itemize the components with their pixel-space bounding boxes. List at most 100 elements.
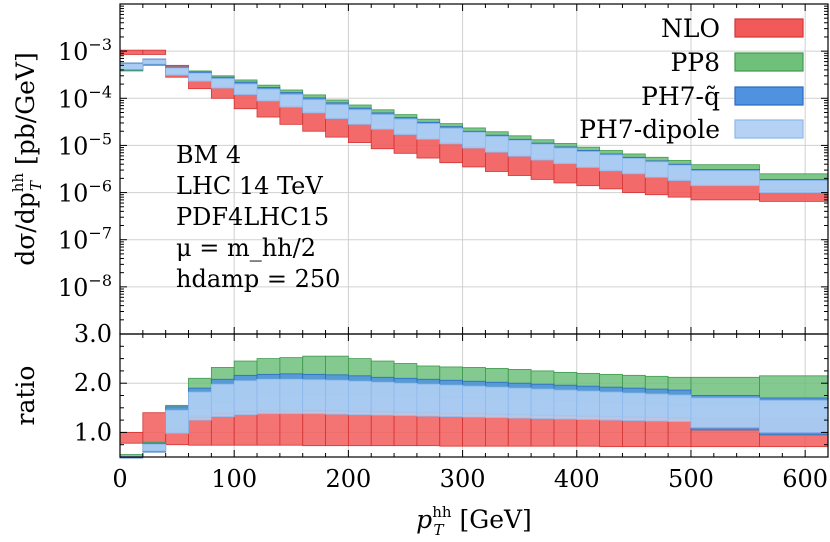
legend-swatch [734,119,804,139]
band-bin-ph7-dipole [507,139,532,157]
ratio-bin-nlo [530,414,555,447]
ratio-bin-nlo [142,412,167,446]
band-bin-ph7-dipole [325,104,349,120]
band-bin-ph7-dipole [439,127,463,145]
band-bin-ph7-dipole [485,136,509,153]
ratio-bin-ph7-dipole [599,391,623,421]
legend-swatch [734,86,804,106]
ratio-bin-nlo [576,415,601,447]
top-panel-series [119,49,829,202]
ratio-bin-nlo [507,414,532,447]
ratio-bin-ph7-dipole [142,443,167,452]
ratio-bin-ph7-dipole [256,378,281,415]
legend-label: PH7-q̃ [641,82,720,111]
ratio-bin-ph7-dipole [439,384,463,418]
ratio-bin-ph7-dipole [690,397,760,428]
legend: NLO PP8 PH7-q̃ PH7-dipole [579,14,804,144]
band-bin-ph7-dipole [142,59,167,65]
band-bin-ph7-dipole [553,147,578,165]
band-bin-nlo [279,105,304,125]
band-bin-ph7-dipole [644,161,669,178]
y-tick-label: 10−6 [58,177,112,208]
band-bin-ph7-dipole [393,118,418,135]
ratio-bin-nlo [485,413,509,447]
ratio-bin-ph7-dipole [302,379,326,415]
band-bin-ph7-dipole [622,158,646,175]
axis-tick-labels: 0 100 200 300 400 500 600 10−8 10−7 10−6 10−5 10−4 1… [58,35,828,493]
ratio-y-tick-label: 2.0 [74,369,112,397]
ratio-bin-nlo [347,410,372,447]
ratio-bin-nlo [119,431,144,444]
annotation-line: LHC 14 TeV [176,172,323,200]
band-bin-nlo [302,112,326,132]
ratio-y-axis-label: ratio [11,366,40,426]
ratio-bin-nlo [462,413,486,447]
legend-swatch [734,18,804,38]
band-bin-ph7-dipole [119,63,144,70]
y-tick-label: 10−4 [58,82,112,113]
band-bin-ph7-dipole [599,154,623,172]
band-bin-nlo [462,146,486,168]
ratio-bin-ph7-dipole [188,391,212,421]
axis-labels: phh T [GeV] dσ/dphhT [pb/GeV] ratio [9,52,532,539]
band-bin-ph7-dipole [576,151,601,168]
legend-swatch [734,52,804,72]
band-bin-nlo [439,142,463,164]
x-tick-label: 100 [211,465,257,493]
ratio-bin-ph7-dipole [667,394,692,422]
band-bin-ph7-dipole [188,72,212,82]
ratio-bin-ph7-dipole [233,380,258,416]
ratio-bin-ph7-dipole [485,386,509,419]
ratio-bin-ph7-dipole [553,389,578,420]
x-tick-label: 200 [325,465,371,493]
band-bin-nlo [622,171,646,193]
ratio-bin-nlo [233,412,258,446]
annotation-line: BM 4 [176,141,241,169]
ratio-bin-nlo [599,416,623,448]
band-bin-nlo [553,160,578,184]
x-tick-label: 500 [668,465,714,493]
band-bin-ph7-dipole [690,170,760,187]
x-tick-label: 600 [782,465,828,493]
band-bin-ph7-dipole [256,88,281,102]
ratio-bin-ph7-dipole [165,409,189,434]
ratio-bin-nlo [667,417,692,448]
x-tick-label: 0 [112,465,127,493]
ratio-bin-nlo [279,410,304,446]
band-bin-ph7-dipole [347,109,372,125]
band-bin-nlo [530,157,555,180]
ratio-bin-ph7-dipole [416,383,441,417]
band-bin-ph7-dipole [462,131,486,149]
band-bin-nlo [142,49,167,55]
ratio-y-tick-label: 1.0 [74,418,112,446]
band-bin-nlo [347,122,372,143]
ratio-bin-nlo [325,410,349,447]
ratio-bin-ph7-dipole [530,388,555,420]
ratio-bin-nlo [393,411,418,447]
ratio-bin-ph7-dipole [347,380,372,416]
band-bin-nlo [325,117,349,138]
y-axis-label: dσ/dphhT [pb/GeV] [9,52,45,266]
ratio-y-tick-label: 3.0 [74,320,112,348]
ratio-bin-ph7-dipole [370,381,395,416]
ratio-panel-series [119,355,829,459]
band-bin-ph7-dipole [165,67,189,76]
ratio-bin-nlo [553,415,578,447]
annotation-line: hdamp = 250 [176,265,340,293]
axis-ticks [119,4,829,458]
band-bin-ph7-dipole [210,78,235,89]
band-bin-nlo [599,167,623,190]
band-bin-nlo [416,137,441,159]
band-bin-ph7-dipole [416,123,441,140]
ratio-bin-ph7-dipole [576,390,601,421]
y-tick-label: 10−7 [58,224,112,255]
ratio-bin-ph7-dipole [507,387,532,419]
band-bin-ph7-dipole [370,114,395,130]
annotation-line: μ = m_hh/2 [176,234,316,262]
x-tick-label: 300 [440,465,486,493]
ratio-bin-nlo [302,410,326,447]
ratio-bin-ph7-dipole [462,385,486,418]
ratio-bin-ph7-dipole [644,393,669,422]
band-bin-nlo [256,98,281,118]
